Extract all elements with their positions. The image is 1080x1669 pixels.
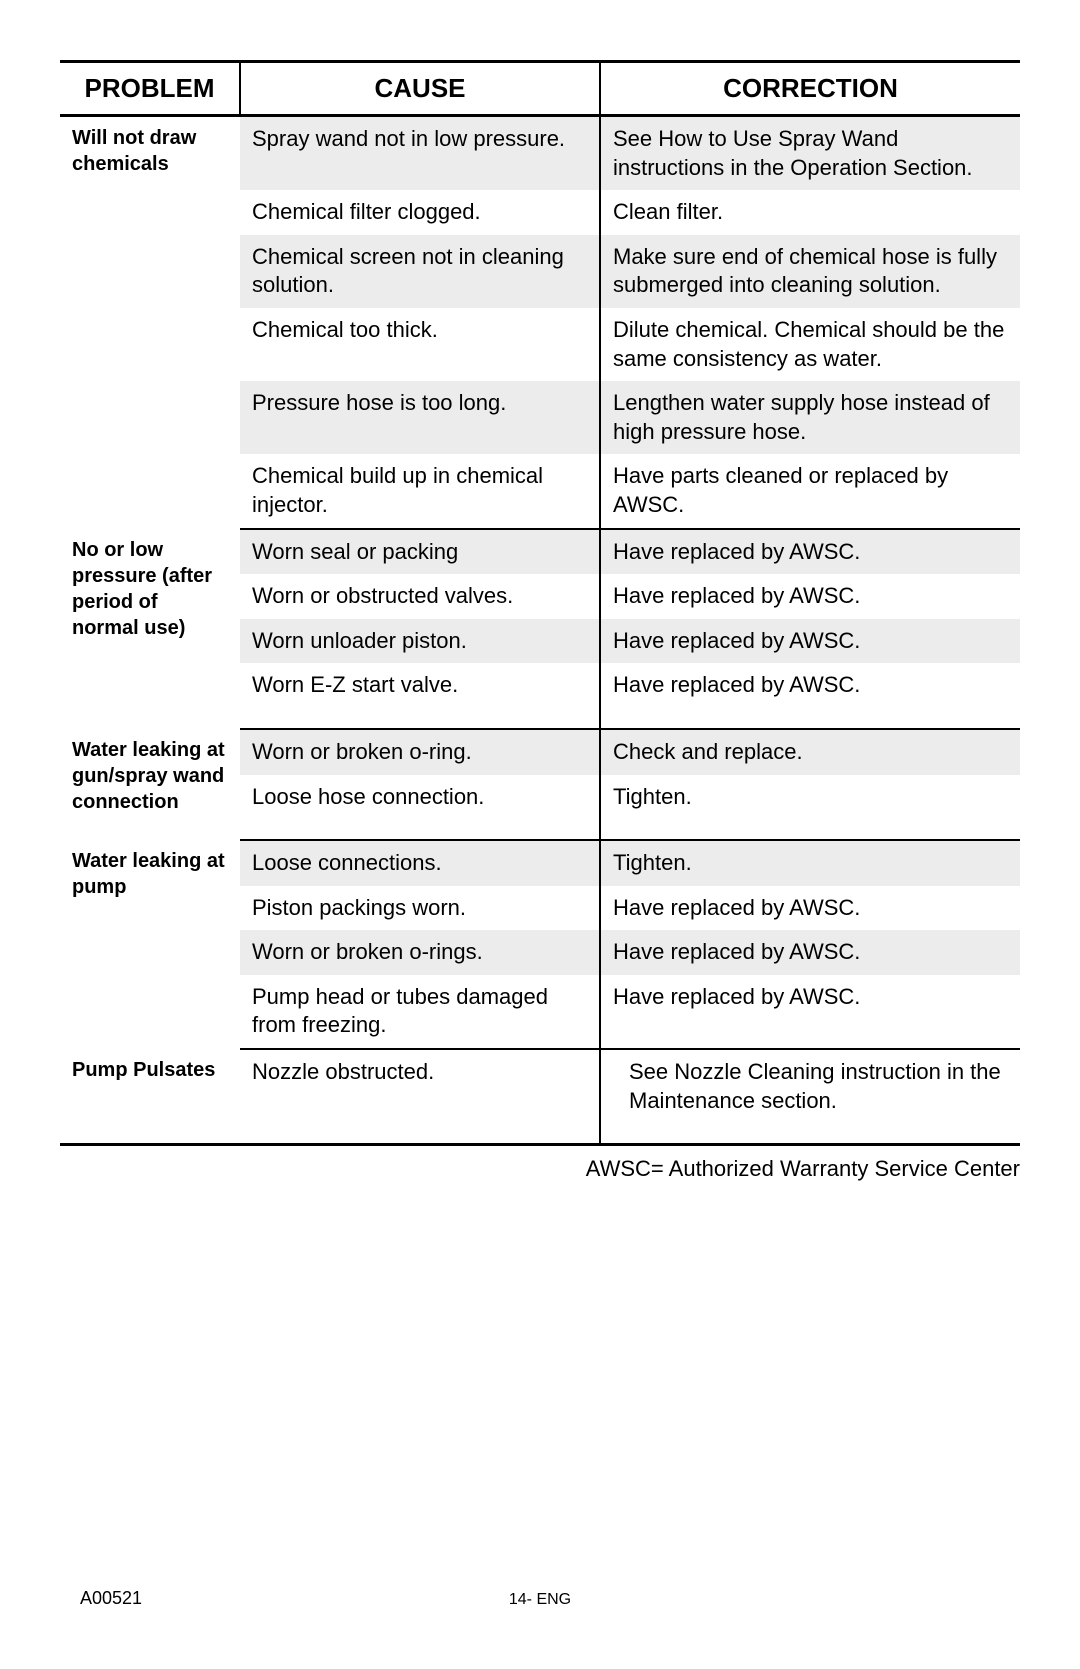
cause-cell: Pressure hose is too long. xyxy=(240,381,600,454)
correction-cell: Have replaced by AWSC. xyxy=(600,886,1020,931)
cause-cell: Chemical filter clogged. xyxy=(240,190,600,235)
cause-cell: Chemical too thick. xyxy=(240,308,600,381)
correction-cell: Tighten. xyxy=(600,775,1020,841)
cause-cell: Worn or broken o-rings. xyxy=(240,930,600,975)
header-problem: PROBLEM xyxy=(60,62,240,116)
cause-cell: Worn E-Z start valve. xyxy=(240,663,600,729)
cause-cell: Chemical build up in chemical injector. xyxy=(240,454,600,528)
correction-cell: See Nozzle Cleaning instruction in the M… xyxy=(600,1049,1020,1145)
footer-page: 14- ENG xyxy=(0,1591,1080,1609)
footnote: AWSC= Authorized Warranty Service Center xyxy=(0,1146,1080,1182)
correction-cell: Lengthen water supply hose instead of hi… xyxy=(600,381,1020,454)
correction-cell: Tighten. xyxy=(600,840,1020,886)
correction-cell: Have replaced by AWSC. xyxy=(600,529,1020,575)
problem-cell: Will not draw chemicals xyxy=(60,116,240,529)
cause-cell: Worn unloader piston. xyxy=(240,619,600,664)
correction-cell: Have parts cleaned or replaced by AWSC. xyxy=(600,454,1020,528)
problem-cell: Water leaking at gun/spray wand connecti… xyxy=(60,729,240,840)
troubleshooting-table: PROBLEM CAUSE CORRECTION Will not draw c… xyxy=(60,60,1020,1146)
cause-cell: Piston packings worn. xyxy=(240,886,600,931)
correction-cell: Have replaced by AWSC. xyxy=(600,975,1020,1049)
problem-cell: No or low pressure (after period of norm… xyxy=(60,529,240,729)
cause-cell: Worn seal or packing xyxy=(240,529,600,575)
correction-cell: Have replaced by AWSC. xyxy=(600,930,1020,975)
correction-cell: Dilute chemical. Chemical should be the … xyxy=(600,308,1020,381)
correction-cell: Make sure end of chemical hose is fully … xyxy=(600,235,1020,308)
correction-cell: Have replaced by AWSC. xyxy=(600,574,1020,619)
cause-cell: Loose connections. xyxy=(240,840,600,886)
correction-cell: Have replaced by AWSC. xyxy=(600,663,1020,729)
correction-cell: Check and replace. xyxy=(600,729,1020,775)
correction-cell: Have replaced by AWSC. xyxy=(600,619,1020,664)
problem-cell: Water leaking at pump xyxy=(60,840,240,1049)
header-cause: CAUSE xyxy=(240,62,600,116)
cause-cell: Loose hose connection. xyxy=(240,775,600,841)
problem-cell: Pump Pulsates xyxy=(60,1049,240,1145)
header-correction: CORRECTION xyxy=(600,62,1020,116)
cause-cell: Nozzle obstructed. xyxy=(240,1049,600,1145)
cause-cell: Chemical screen not in cleaning solution… xyxy=(240,235,600,308)
cause-cell: Spray wand not in low pressure. xyxy=(240,116,600,191)
cause-cell: Worn or broken o-ring. xyxy=(240,729,600,775)
cause-cell: Pump head or tubes damaged from freezing… xyxy=(240,975,600,1049)
correction-cell: See How to Use Spray Wand instructions i… xyxy=(600,116,1020,191)
cause-cell: Worn or obstructed valves. xyxy=(240,574,600,619)
correction-cell: Clean filter. xyxy=(600,190,1020,235)
